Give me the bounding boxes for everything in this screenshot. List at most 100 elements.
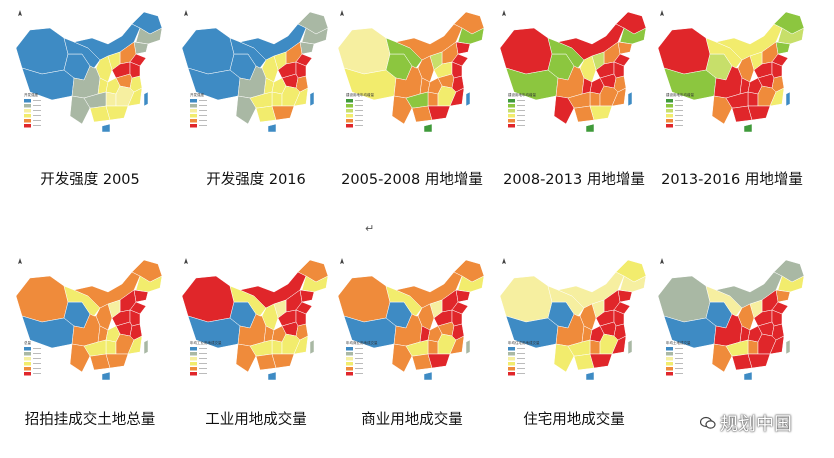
province-region [769,335,785,355]
province-region [777,27,805,45]
legend-title: 建设用地年均增量 [666,92,694,97]
legend-range [675,100,683,101]
legend-range [33,373,41,374]
legend-swatch [346,119,353,123]
province-region [715,23,783,61]
china-choropleth-map: 总量 [15,258,163,381]
province-region [553,95,575,125]
legend-swatch [346,352,353,356]
legend-range [675,110,683,111]
province-region [775,41,791,55]
legend-swatch [666,367,673,371]
legend-range [199,348,207,349]
province-region [101,123,111,133]
legend-title: 开发强度 [24,92,38,97]
province-region [309,91,315,107]
legend-range [517,373,525,374]
map-panel: 开发强度 [178,8,334,158]
legend-swatch [190,372,197,376]
china-choropleth-map: 年均住宅用地成交量 [499,258,647,381]
map-panel: 年均工业用地成交量 [178,256,334,406]
legend-swatch [346,99,353,103]
legend-swatch [190,104,197,108]
legend-range [33,368,41,369]
legend-range [33,120,41,121]
province-region [553,343,575,373]
province-region [611,335,627,355]
province-region [427,353,451,369]
province-region [293,335,309,355]
legend-swatch [666,99,673,103]
province-region [465,91,471,107]
legend-range [199,105,207,106]
legend-range [517,115,525,116]
map-caption: 开发强度 2005 [40,172,140,188]
china-choropleth-map: 年均土地成交量 [657,258,805,381]
north-arrow-icon [340,258,344,264]
china-choropleth-map: 建设用地年均增量 [499,10,647,133]
map-panel: 年均住宅用地成交量 [496,256,652,406]
province-region [455,41,471,55]
china-choropleth-map: 建设用地年均增量 [657,10,805,133]
legend-swatch [346,104,353,108]
province-region [391,95,413,125]
province-region [105,91,117,107]
legend-range [355,368,363,369]
legend-range [199,120,207,121]
map-panel: 开发强度 [12,8,168,158]
legend-range [199,110,207,111]
legend-range [199,368,207,369]
province-region [73,23,141,61]
legend-range [33,100,41,101]
province-region [15,275,69,323]
legend-range [199,125,207,126]
legend-swatch [666,119,673,123]
legend-range [355,120,363,121]
province-region [617,289,633,303]
province-region [743,371,753,381]
province-region [271,105,295,121]
province-region [427,91,439,107]
north-arrow-icon [184,10,188,16]
legend-range [517,110,525,111]
province-region [15,27,69,75]
province-region [427,339,439,355]
legend-swatch [666,372,673,376]
legend-swatch [24,352,31,356]
province-region [499,27,553,75]
legend-swatch [24,104,31,108]
province-region [69,343,91,373]
china-choropleth-map: 年均商业用地成交量 [337,258,485,381]
province-region [785,339,791,355]
province-region [271,91,283,107]
legend-swatch [508,357,515,361]
legend-swatch [24,357,31,361]
legend-range [199,353,207,354]
province-region [133,289,149,303]
province-region [105,105,129,121]
province-region [585,371,595,381]
legend-swatch [666,104,673,108]
map-caption: 2005-2008 用地增量 [341,172,483,188]
province-region [589,91,601,107]
legend-range [355,125,363,126]
province-region [589,353,613,369]
province-region [457,275,485,293]
province-region [127,335,143,355]
map-caption: 工业用地成交量 [205,412,307,428]
province-region [619,275,647,293]
province-region [455,289,471,303]
province-region [181,275,235,323]
province-region [127,87,143,107]
legend-range [675,348,683,349]
legend-title: 建设用地年均增量 [508,92,536,97]
legend-swatch [346,367,353,371]
province-region [337,27,391,75]
legend-range [675,358,683,359]
province-region [301,275,329,293]
legend-range [355,358,363,359]
legend-swatch [508,362,515,366]
legend-range [199,373,207,374]
province-region [585,123,595,133]
legend-range [517,348,525,349]
